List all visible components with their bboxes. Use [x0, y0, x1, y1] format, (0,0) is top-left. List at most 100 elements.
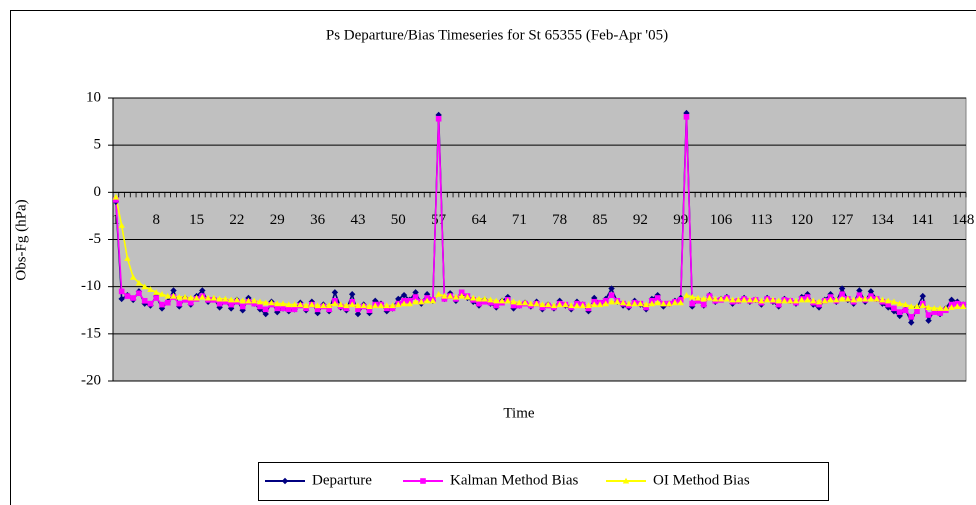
x-tick-label: 141: [912, 212, 935, 228]
data-point: [395, 295, 402, 303]
data-point: [395, 301, 402, 308]
data-point: [441, 296, 448, 302]
y-tick-label: 10: [86, 89, 101, 105]
data-point: [689, 303, 696, 310]
x-tick-label: 85: [593, 212, 608, 228]
x-tick-label: 71: [512, 212, 527, 228]
data-point: [176, 300, 183, 307]
data-point: [573, 302, 581, 309]
data-point: [153, 295, 160, 301]
data-point: [936, 305, 944, 311]
data-point: [763, 296, 771, 303]
data-point: [527, 300, 535, 307]
data-point: [792, 297, 800, 304]
data-point: [931, 305, 938, 311]
data-point: [354, 310, 362, 318]
x-tick-label: 106: [710, 212, 733, 228]
data-point: [285, 306, 292, 313]
legend-marker: [420, 478, 426, 484]
data-point: [740, 296, 748, 303]
data-point: [204, 294, 212, 301]
data-point: [141, 298, 148, 304]
data-point: [654, 295, 661, 301]
data-point: [337, 301, 344, 308]
x-tick-label: 127: [831, 212, 854, 228]
data-point: [268, 299, 275, 306]
data-point: [861, 295, 869, 302]
data-point: [113, 197, 119, 203]
legend-label: Kalman Method Bias: [450, 472, 578, 488]
data-point: [879, 296, 886, 303]
data-point: [274, 305, 281, 312]
data-point: [533, 300, 540, 307]
data-point: [902, 301, 909, 308]
data-point: [510, 298, 517, 305]
data-point: [660, 300, 667, 307]
series-line: [115, 116, 964, 319]
data-point: [510, 302, 517, 309]
data-point: [348, 301, 356, 308]
x-tick-label: 15: [189, 212, 204, 228]
data-point: [245, 297, 252, 304]
data-point: [227, 296, 235, 303]
data-point: [164, 299, 171, 306]
data-point: [308, 301, 316, 308]
data-point: [643, 304, 649, 311]
data-point: [959, 303, 967, 310]
data-point: [591, 301, 598, 308]
data-point: [810, 297, 817, 304]
series-line: [115, 196, 964, 310]
data-point: [216, 295, 223, 302]
data-point: [118, 222, 125, 228]
data-point: [873, 295, 880, 302]
data-point: [343, 305, 350, 312]
data-point: [360, 302, 367, 309]
data-point: [124, 255, 131, 261]
data-point: [919, 302, 926, 309]
data-point: [118, 288, 125, 295]
data-point: [827, 296, 834, 303]
data-point: [423, 297, 431, 304]
legend-label: Departure: [312, 472, 372, 488]
data-point: [839, 291, 845, 298]
data-point: [746, 296, 754, 303]
data-point: [193, 294, 200, 301]
data-point: [279, 300, 287, 307]
data-point: [251, 300, 258, 307]
data-point: [550, 302, 558, 309]
data-point: [608, 298, 615, 305]
x-tick-label: 22: [229, 212, 244, 228]
data-point: [464, 293, 471, 300]
data-point: [262, 310, 269, 318]
x-tick-label: 99: [673, 212, 688, 228]
data-point: [302, 302, 310, 309]
data-point: [280, 305, 286, 312]
data-point: [141, 283, 148, 290]
data-point: [885, 301, 891, 308]
data-point: [735, 296, 742, 303]
x-tick-label: 1: [112, 212, 120, 228]
data-point: [314, 302, 321, 309]
data-point: [827, 291, 834, 298]
data-point: [389, 305, 396, 312]
data-point: [406, 300, 414, 307]
data-point: [625, 300, 633, 307]
data-point: [642, 301, 650, 308]
data-point: [608, 292, 615, 298]
legend-label: OI Method Bias: [653, 472, 750, 488]
data-point: [948, 304, 955, 310]
x-tick-label: 36: [310, 212, 326, 228]
data-point: [187, 294, 195, 301]
data-point: [516, 299, 523, 306]
data-point: [614, 298, 621, 305]
data-point: [199, 287, 206, 294]
data-point: [712, 295, 719, 302]
data-point: [665, 300, 673, 307]
data-point: [325, 302, 333, 309]
data-point: [521, 299, 529, 306]
data-point: [890, 298, 898, 305]
data-point: [222, 298, 229, 305]
data-point: [717, 295, 725, 302]
data-point: [948, 296, 955, 304]
data-point: [833, 296, 840, 303]
